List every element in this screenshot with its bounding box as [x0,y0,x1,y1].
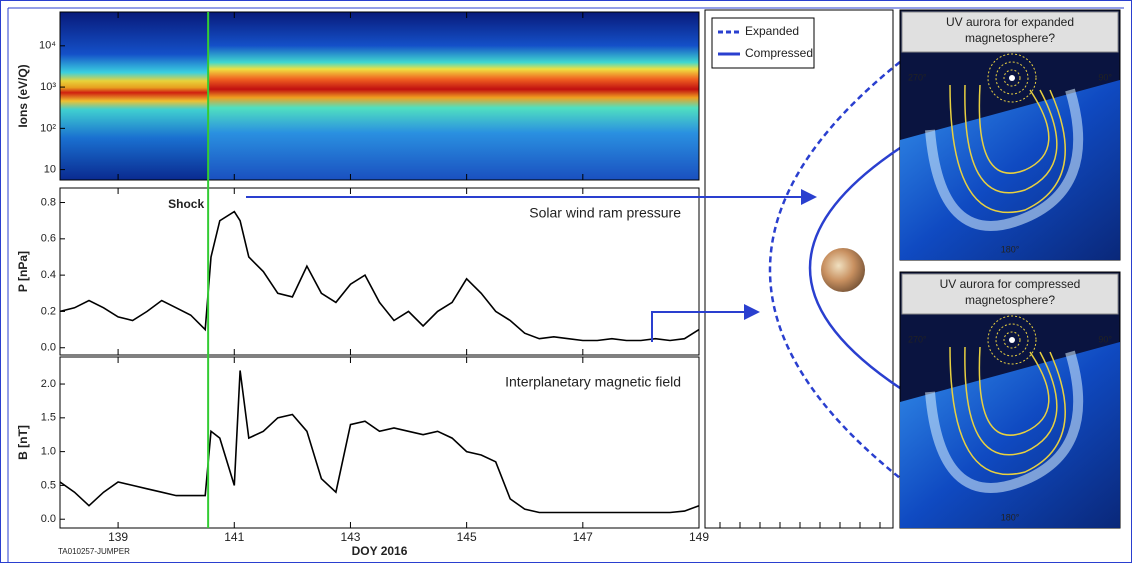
angle-label: 180° [1001,512,1020,522]
magnetosphere-diagram: Expanded Compressed [246,9,901,529]
x-tick-label: 143 [340,530,360,544]
y-tick-label: 0.8 [41,196,56,208]
annotation: Solar wind ram pressure [529,205,681,221]
legend-box [711,17,815,69]
line [59,370,700,514]
aurora-title: magnetosphere? [965,293,1055,307]
footprint-contour [949,84,1066,214]
x-tick-label: 149 [689,530,709,544]
angle-label: 90° [1098,72,1112,82]
aurora-title-box [901,11,1119,53]
shock-label: Shock [168,197,204,211]
aurora-oval [925,350,1084,493]
y-tick-label: 0.2 [41,305,56,317]
aurora-oval [925,88,1084,231]
legend-label: Compressed [745,46,813,60]
pole [1009,75,1015,81]
grid-circle [995,323,1029,357]
expanded-boundary [768,61,901,479]
line [59,210,700,342]
arrow [651,304,760,342]
aurora-panels: UV aurora for expanded magnetosphere? 270°… [899,9,1121,529]
jupiter [821,248,865,292]
footprint-contour [964,84,1058,194]
x-tick-label: 141 [224,530,244,544]
grid-circle [1003,331,1021,349]
spectrogram-image [60,12,209,180]
compressed-boundary [808,146,901,390]
y-tick-label: 10³ [40,81,56,93]
plot-frame [59,187,700,356]
y-tick-label: 10 [44,164,56,176]
x-axis-label: DOY 2016 [352,544,408,558]
aurora-title: UV aurora for expanded [946,15,1074,29]
x-tick-label: 139 [108,530,128,544]
aurora-title: UV aurora for compressed [940,277,1081,291]
footprint-contour [978,84,1050,174]
angle-label: 270° [908,334,927,344]
y-tick-label: 10² [40,122,56,134]
plot-frame [59,356,700,529]
y-tick-label: 0.5 [41,479,56,491]
grid-circle [1003,69,1021,87]
legend-label: Expanded [745,24,799,38]
y-tick-label: 1.0 [41,446,56,458]
y-tick-label: 0.0 [41,342,56,354]
x-tick-label: 147 [573,530,593,544]
plot-frame [59,11,700,181]
grid-circle [987,53,1037,103]
y-tick-label: 0.4 [41,269,56,281]
footprint-contour [978,346,1050,436]
pole [1009,337,1015,343]
x-tick-label: 145 [457,530,477,544]
angle-label: 270° [908,72,927,82]
y-tick-label: 2.0 [41,378,56,390]
angle-label: 90° [1098,334,1112,344]
grid-circle [987,315,1037,365]
y-tick-label: 0.6 [41,233,56,245]
y-tick-label: 0.0 [41,513,56,525]
credit: TA010257-JUMPER [58,547,130,556]
plots: 10 10² 10³ 10⁴ Ions (eV/Q) 0.0 0.2 0.4 0.6 0.8 P [… [16,11,709,558]
annotation: Interplanetary magnetic field [505,374,681,390]
y-axis-label: B [nT] [16,425,30,460]
aurora-title: magnetosphere? [965,31,1055,45]
angle-label: 180° [1001,244,1020,254]
spectrogram-image [208,12,699,180]
y-axis-label: P [nPa] [16,251,30,292]
aurora-title-box [901,273,1119,315]
y-axis-label: Ions (eV/Q) [16,64,30,127]
diagram-ticks [719,522,881,528]
y-tick-label: 10⁴ [39,40,56,52]
footprint-contour [949,346,1066,476]
grid-circle [995,61,1029,95]
y-tick-label: 1.5 [41,412,56,424]
footprint-contour [964,346,1058,456]
